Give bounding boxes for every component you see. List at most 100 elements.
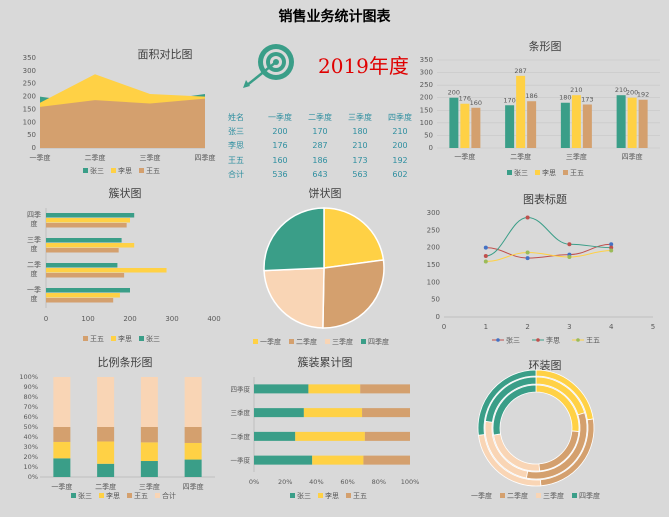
- table-cell: 176: [272, 141, 288, 151]
- x-tick-label: 1: [484, 323, 488, 331]
- x-tick-label: 4: [609, 323, 614, 331]
- table-cell: 602: [392, 170, 408, 180]
- table-cell: 192: [392, 155, 408, 165]
- y-tick-label: 四季: [27, 210, 41, 219]
- donut-segment: [484, 376, 537, 423]
- stack-segment: [53, 377, 71, 427]
- line-point: [483, 245, 488, 250]
- stack-segment: [140, 461, 158, 477]
- column-bar: [560, 102, 570, 148]
- y-tick-label: 三季度: [231, 408, 251, 417]
- table-cell: 536: [272, 170, 288, 180]
- stack-segment: [184, 427, 202, 443]
- legend-swatch: [535, 170, 540, 175]
- legend-label: 李思: [118, 334, 132, 343]
- pie-chart-title: 饼状图: [308, 187, 342, 200]
- legend-label: 一季度: [471, 491, 492, 500]
- stack-segment: [140, 427, 158, 443]
- column-bar: [471, 107, 481, 148]
- column-bar: [638, 99, 648, 148]
- x-tick-label: 2: [525, 323, 529, 331]
- y-tick-label: 50: [27, 131, 36, 139]
- pie-slice: [322, 259, 385, 329]
- table-cell: 张三: [228, 127, 244, 137]
- x-tick-label: 三季度: [140, 153, 161, 162]
- table-header: 一季度: [268, 112, 292, 122]
- legend-swatch: [83, 336, 88, 341]
- legend-swatch: [507, 170, 512, 175]
- stack-segment: [53, 458, 71, 477]
- data-label: 192: [637, 91, 649, 99]
- x-tick-label: 80%: [372, 478, 386, 486]
- stack-segment: [97, 463, 115, 477]
- hbar-bar: [46, 218, 130, 223]
- y-tick-label: 一季度: [231, 456, 251, 465]
- table-cell: 170: [312, 127, 328, 137]
- legend-marker: [536, 338, 540, 342]
- hbar-bar: [46, 263, 118, 268]
- hstack-segment: [363, 455, 410, 465]
- legend-swatch: [111, 168, 116, 173]
- column-bar: [582, 104, 592, 148]
- legend-swatch: [361, 339, 366, 344]
- sales-table: 姓名 一季度 二季度 三季度 四季度 张三 200 170 180 210 李思 176 287 21…: [228, 110, 420, 182]
- column-bar: [571, 95, 581, 148]
- stack-segment: [53, 441, 71, 459]
- legend-swatch: [111, 336, 116, 341]
- table-cell: 160: [272, 155, 288, 165]
- line-point: [525, 256, 530, 261]
- hbar-bar: [46, 213, 135, 218]
- table-cell: 210: [352, 141, 368, 151]
- x-tick-label: 20%: [278, 478, 292, 486]
- data-label: 210: [570, 86, 582, 94]
- x-tick-label: 0%: [249, 478, 259, 486]
- y-tick-label: 10%: [24, 463, 38, 471]
- y-tick-label: 度: [31, 269, 38, 278]
- y-tick-label: 350: [420, 56, 433, 64]
- y-tick-label: 300: [420, 69, 433, 77]
- x-tick-label: 3: [567, 323, 571, 331]
- pie-slice: [263, 207, 325, 272]
- table-cell: 173: [352, 155, 368, 165]
- y-tick-label: 100: [23, 118, 36, 126]
- legend-label: 张三: [146, 334, 160, 343]
- legend-label: 李思: [542, 168, 556, 177]
- y-tick-label: 0: [429, 144, 433, 152]
- hstack-segment: [362, 408, 410, 418]
- legend-label: 三季度: [332, 337, 353, 346]
- x-tick-label: 二季度: [510, 152, 531, 161]
- legend-label: 四季度: [579, 491, 600, 500]
- data-label: 200: [626, 89, 638, 97]
- x-tick-label: 四季度: [183, 482, 204, 491]
- legend-label: 王五: [134, 492, 148, 500]
- area-series: [40, 98, 205, 148]
- line-point: [567, 242, 572, 247]
- legend-swatch: [290, 493, 295, 498]
- y-tick-label: 300: [23, 67, 36, 75]
- stack-segment: [140, 442, 158, 462]
- legend-swatch: [325, 339, 330, 344]
- table-cell: 643: [312, 170, 328, 180]
- y-tick-label: 30%: [24, 443, 38, 451]
- x-tick-label: 200: [123, 315, 136, 323]
- x-tick-label: 0: [44, 315, 48, 323]
- legend-label: 王五: [90, 335, 104, 343]
- hstack-segment: [254, 455, 313, 465]
- table-cell: 200: [272, 127, 288, 137]
- stack100-chart-title: 比例条形图: [97, 356, 153, 369]
- table-header: 三季度: [348, 112, 372, 122]
- legend-label: 王五: [353, 492, 367, 500]
- y-tick-label: 150: [23, 105, 36, 113]
- x-tick-label: 四季度: [622, 152, 643, 161]
- legend-marker: [496, 338, 500, 342]
- y-tick-label: 250: [23, 80, 36, 88]
- table-cell: 200: [392, 141, 408, 151]
- column-bar: [460, 103, 470, 148]
- stack-segment: [140, 377, 158, 427]
- x-tick-label: 100: [81, 315, 94, 323]
- stack-segment: [97, 377, 115, 427]
- y-tick-label: 200: [23, 93, 36, 101]
- legend-marker: [576, 338, 580, 342]
- y-tick-label: 度: [31, 244, 38, 253]
